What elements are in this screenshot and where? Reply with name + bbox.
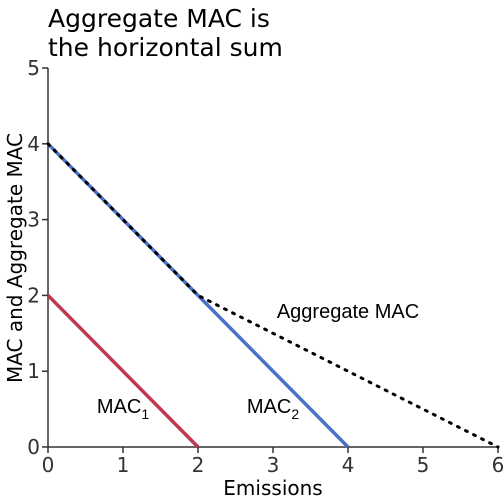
aggregate-mac-label: Aggregate MAC: [277, 301, 419, 323]
ticks: 0 1 2 3 4 5 6 0 1 2 3 4 5: [27, 56, 504, 477]
y-tick-label: 5: [27, 56, 40, 80]
aggregate-mac-label-main: Aggregate MAC: [277, 301, 419, 323]
x-tick-label: 6: [492, 453, 504, 477]
mac1-line: [46, 294, 200, 449]
x-tick-label: 4: [342, 453, 355, 477]
x-tick-label: 0: [42, 453, 55, 477]
mac2-label-main: MAC: [247, 396, 291, 418]
x-tick-label: 5: [417, 453, 430, 477]
axes: [47, 68, 498, 448]
chart-title-line-2: the horizontal sum: [48, 33, 283, 62]
x-tick-label: 2: [192, 453, 205, 477]
y-tick-label: 4: [27, 132, 40, 156]
mac1-label-main: MAC: [97, 396, 141, 418]
chart-title-line-1: Aggregate MAC is: [48, 4, 270, 33]
y-tick-label: 3: [27, 208, 40, 232]
x-tick-label: 1: [117, 453, 130, 477]
y-tick-label: 1: [27, 359, 40, 383]
series-layer: [46, 142, 500, 449]
mac2-label-sub: 2: [291, 406, 299, 422]
x-tick-label: 3: [267, 453, 280, 477]
mac1-label-sub: 1: [141, 406, 149, 422]
y-tick-label: 0: [27, 435, 40, 459]
x-axis-label: Emissions: [223, 476, 322, 500]
y-axis-label: MAC and Aggregate MAC: [3, 133, 27, 383]
y-tick-label: 2: [27, 283, 40, 307]
mac2-label: MAC2: [247, 396, 299, 422]
mac1-label: MAC1: [97, 396, 149, 422]
aggregate-mac-line: [46, 142, 500, 449]
